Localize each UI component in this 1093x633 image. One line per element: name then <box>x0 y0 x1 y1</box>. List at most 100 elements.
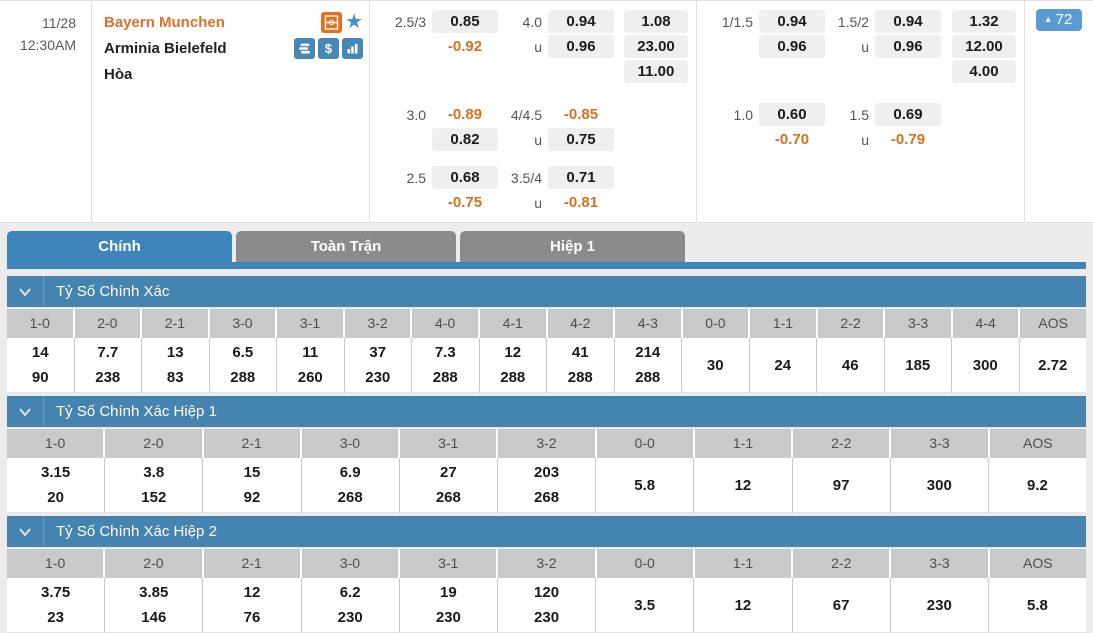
score-odds-value: 268 <box>435 489 461 506</box>
dollar-icon[interactable]: $ <box>318 37 339 59</box>
score-odds-cell[interactable]: 14 90 <box>7 338 75 393</box>
over-under-odds[interactable]: 0.71 <box>548 166 614 189</box>
handicap-odds[interactable]: 0.94 <box>759 10 825 33</box>
match-result-odds[interactable]: 4.00 <box>952 60 1016 83</box>
score-odds-cell[interactable]: 12 76 <box>203 578 302 633</box>
score-column-header: 0-0 <box>682 309 751 338</box>
over-under-odds[interactable]: 0.75 <box>548 128 614 151</box>
score-odds-cell[interactable]: 6.2 230 <box>301 578 400 633</box>
section-title: Tỷ Số Chính Xác Hiệp 2 <box>56 523 217 540</box>
match-result-odds[interactable]: 12.00 <box>952 35 1016 58</box>
score-odds-cell[interactable]: 185 <box>884 338 952 393</box>
score-odds-cell[interactable]: 12 <box>694 578 793 633</box>
over-under-odds[interactable]: -0.81 <box>563 194 599 211</box>
over-under-odds[interactable]: 0.94 <box>875 10 941 33</box>
handicap-odds[interactable]: -0.92 <box>447 38 483 55</box>
tab-underline <box>7 262 1086 269</box>
over-under-odds[interactable]: 0.96 <box>548 35 614 58</box>
over-under-odds[interactable]: -0.79 <box>890 131 926 148</box>
score-odds-cell[interactable]: 12 288 <box>479 338 547 393</box>
odds-row: -0.75 u -0.81 <box>370 190 696 215</box>
score-odds-cell[interactable]: 19 230 <box>399 578 498 633</box>
odds-row: 4.00 <box>697 59 1024 84</box>
score-odds-cell[interactable]: 6.5 288 <box>209 338 277 393</box>
match-result-odds[interactable]: 11.00 <box>624 60 688 83</box>
score-odds-cell[interactable]: 300 <box>890 458 989 513</box>
score-odds-cell[interactable]: 11 260 <box>277 338 345 393</box>
handicap-odds[interactable]: 0.96 <box>759 35 825 58</box>
score-odds-cell[interactable]: 7.3 288 <box>412 338 480 393</box>
score-odds-cell[interactable]: 6.9 268 <box>301 458 400 513</box>
over-under-line-label: u <box>534 131 542 148</box>
odds-spacer <box>370 152 696 165</box>
score-odds-cell[interactable]: 5.8 <box>596 458 695 513</box>
score-odds-cell[interactable]: 37 230 <box>344 338 412 393</box>
score-odds-cell[interactable]: 300 <box>952 338 1020 393</box>
score-odds-cell[interactable]: 12 <box>694 458 793 513</box>
tab-full-time[interactable]: Toàn Trận <box>236 231 456 262</box>
score-odds-cell[interactable]: 24 <box>749 338 817 393</box>
score-odds-cell[interactable]: 3.85 146 <box>105 578 204 633</box>
tab-main[interactable]: Chính <box>7 231 232 262</box>
score-column-header: 2-2 <box>793 549 892 578</box>
score-odds-cell[interactable]: 5.8 <box>988 578 1087 633</box>
match-result-odds[interactable]: 1.32 <box>952 10 1016 33</box>
score-odds-cell[interactable]: 3.5 <box>596 578 695 633</box>
star-icon[interactable]: ★ <box>345 10 363 33</box>
score-odds-value: 3.85 <box>139 584 169 601</box>
score-odds-cell[interactable]: 15 92 <box>203 458 302 513</box>
score-column-header: AOS <box>989 549 1086 578</box>
home-team-icons: ★ <box>321 10 363 33</box>
match-result-odds[interactable]: 1.08 <box>624 10 688 33</box>
handicap-odds[interactable]: 0.82 <box>432 128 498 151</box>
over-under-odds[interactable]: 0.69 <box>875 103 941 126</box>
score-odds-cell[interactable]: 120 230 <box>497 578 597 633</box>
score-odds-cell[interactable]: 2.72 <box>1019 338 1086 393</box>
score-odds-cell[interactable]: 30 <box>682 338 750 393</box>
score-odds-cell[interactable]: 230 <box>890 578 989 633</box>
score-odds-cell[interactable]: 97 <box>792 458 891 513</box>
collapse-toggle[interactable] <box>7 276 44 307</box>
match-result-odds[interactable]: 23.00 <box>624 35 688 58</box>
tab-first-half[interactable]: Hiệp 1 <box>460 231 685 262</box>
score-odds-value: 6.2 <box>339 584 361 601</box>
chart-icon[interactable] <box>342 37 363 59</box>
score-odds-cell[interactable]: 214 288 <box>614 338 682 393</box>
score-column-header: 3-0 <box>301 549 401 578</box>
score-odds-cell[interactable]: 67 <box>792 578 891 633</box>
score-odds-cell[interactable]: 7.7 238 <box>74 338 142 393</box>
collapse-toggle[interactable] <box>7 396 44 427</box>
handicap-odds[interactable]: 0.60 <box>759 103 825 126</box>
handicap-odds[interactable]: -0.75 <box>447 194 483 211</box>
score-odds-cell[interactable]: 3.8 152 <box>105 458 204 513</box>
over-under-odds[interactable]: -0.85 <box>563 106 599 123</box>
over-under-line-label: 4/4.5 <box>510 106 542 123</box>
handicap-odds[interactable]: -0.70 <box>774 131 810 148</box>
score-odds-value: 27 <box>440 464 457 481</box>
collapse-toggle[interactable] <box>7 516 44 547</box>
handicap-odds[interactable]: 0.85 <box>432 10 498 33</box>
score-odds-cell[interactable]: 203 268 <box>497 458 597 513</box>
score-odds-value: 230 <box>365 369 391 386</box>
handicap-odds[interactable]: 0.68 <box>432 166 498 189</box>
score-odds-cell[interactable]: 3.15 20 <box>7 458 106 513</box>
score-odds-cell[interactable]: 9.2 <box>988 458 1087 513</box>
score-odds-cell[interactable]: 3.75 23 <box>7 578 106 633</box>
markets-count-badge[interactable]: ▲ 72 <box>1035 9 1083 31</box>
score-odds-cell[interactable]: 46 <box>817 338 885 393</box>
over-under-odds[interactable]: 0.94 <box>548 10 614 33</box>
score-odds-cell[interactable]: 13 83 <box>142 338 210 393</box>
score-header-row: 1-0 2-0 2-1 3-0 3-1 3-2 0-0 1-1 2-2 3-3 AOS <box>7 549 1086 578</box>
score-odds-value: 9.2 <box>1027 476 1048 494</box>
stack-icon[interactable] <box>294 37 315 59</box>
score-odds-value: 90 <box>31 369 49 386</box>
over-under-odds[interactable]: 0.96 <box>875 35 941 58</box>
score-odds-cell[interactable]: 27 268 <box>399 458 498 513</box>
score-odds-cell[interactable]: 41 288 <box>547 338 615 393</box>
pitch-icon[interactable] <box>321 11 343 33</box>
score-odds-value: 5.8 <box>1027 596 1048 614</box>
score-odds-value: 300 <box>972 356 998 374</box>
score-odds-value: 152 <box>141 489 167 506</box>
score-odds-value: 30 <box>706 356 724 374</box>
handicap-odds[interactable]: -0.89 <box>447 106 483 123</box>
